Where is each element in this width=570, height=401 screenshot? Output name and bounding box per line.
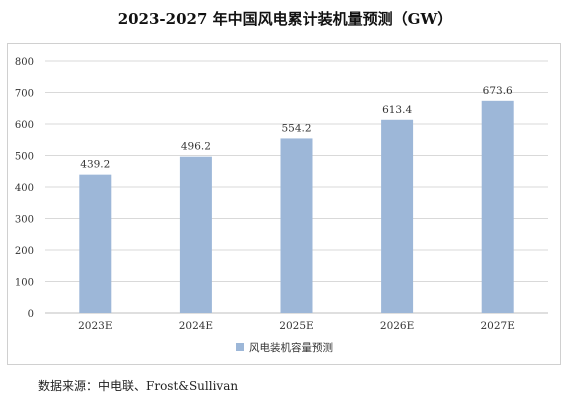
x-tick-label: 2024E xyxy=(179,320,213,332)
y-tick-label: 500 xyxy=(15,152,34,163)
chart-frame xyxy=(7,43,561,365)
legend-swatch xyxy=(236,343,244,351)
x-tick-label: 2026E xyxy=(380,320,414,332)
data-source-note: 数据来源：中电联、Frost&Sullivan xyxy=(38,379,239,393)
y-tick-label: 800 xyxy=(15,57,34,68)
y-tick-label: 700 xyxy=(15,89,34,100)
legend-label: 风电装机容量预测 xyxy=(249,341,333,354)
y-tick-label: 200 xyxy=(15,246,34,257)
data-label: 554.2 xyxy=(281,122,311,134)
bar xyxy=(179,156,212,313)
y-tick-label: 400 xyxy=(15,183,34,194)
bar xyxy=(280,138,313,313)
data-label: 496.2 xyxy=(181,141,211,153)
x-tick-label: 2025E xyxy=(279,320,313,332)
y-tick-label: 100 xyxy=(15,278,34,289)
bar xyxy=(481,100,514,313)
data-label: 613.4 xyxy=(382,104,412,116)
x-tick-label: 2023E xyxy=(78,320,112,332)
data-label: 439.2 xyxy=(80,159,110,171)
y-tick-label: 0 xyxy=(28,309,34,320)
bar xyxy=(79,174,112,313)
bar xyxy=(381,119,414,314)
y-tick-label: 600 xyxy=(15,120,34,131)
chart-title: 2023-2027 年中国风电累计装机量预测（GW） xyxy=(117,10,453,28)
x-tick-label: 2027E xyxy=(481,320,515,332)
y-tick-label: 300 xyxy=(15,215,34,226)
data-label: 673.6 xyxy=(483,85,513,97)
